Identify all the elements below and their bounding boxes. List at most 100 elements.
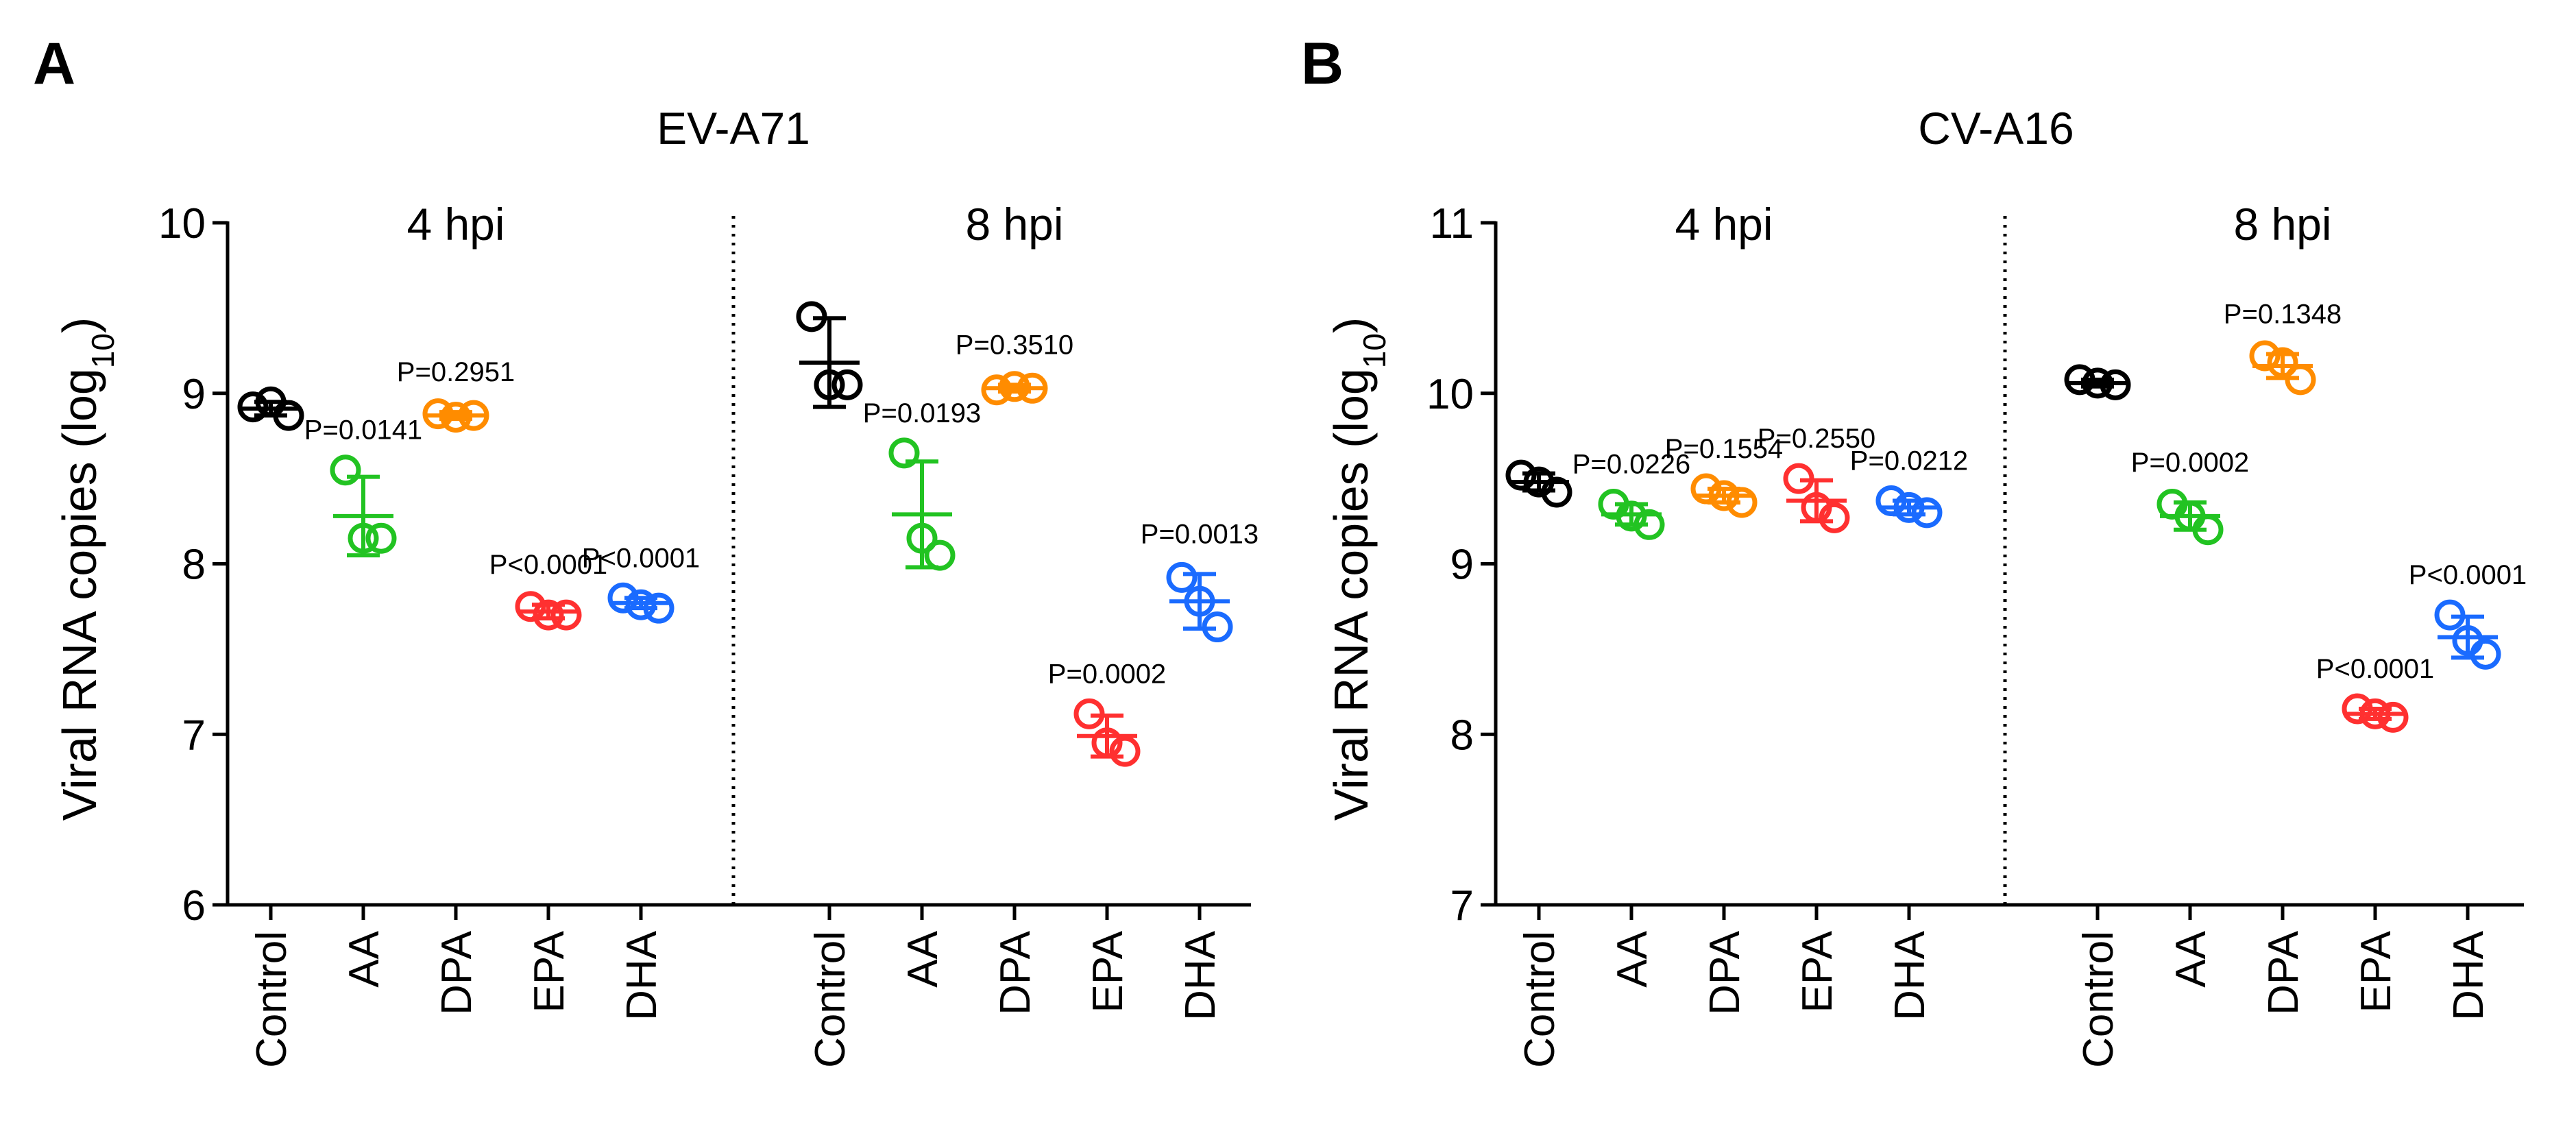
data-point	[796, 301, 827, 332]
y-tick-label: 10	[158, 200, 206, 247]
p-value-label: P=0.0193	[863, 398, 981, 428]
data-point	[1633, 509, 1665, 540]
p-value-label: P<0.0001	[582, 543, 700, 573]
p-value-label: P=0.0013	[1141, 519, 1259, 549]
x-tick-label: AA	[899, 930, 947, 987]
panel-b: B CV-A16 Viral RNA copies (log10) 789101…	[1301, 31, 2527, 1068]
p-value-label: P=0.0226	[1572, 449, 1690, 479]
y-tick-label: 11	[1430, 200, 1474, 247]
data-point	[1109, 736, 1141, 767]
data-point	[330, 454, 361, 486]
y-tick-label: 8	[1450, 712, 1474, 759]
data-point	[533, 599, 564, 631]
p-value-label: P=0.0212	[1850, 446, 1968, 476]
y-axis-label-end: )	[1324, 317, 1378, 333]
data-point	[1690, 473, 1722, 505]
y-tick-label: 7	[182, 712, 206, 759]
plot-area: 7 8 9 10 11 4 hpi Control AA P=0.0226 DPA P=0.1554…	[1426, 199, 2527, 1068]
group-label: 8 hpi	[965, 199, 1063, 250]
y-axis-label-subscript: 10	[1357, 333, 1392, 368]
plot-area: 6 7 8 9 10 4 hpi Control AA P=0.0141 DPA P=0.2951 E…	[158, 199, 1259, 1068]
data-point	[1726, 487, 1758, 518]
data-point	[1541, 476, 1572, 508]
y-axis-label-main: Viral RNA copies (log	[53, 368, 106, 821]
y-axis-label: Viral RNA copies (log10)	[1324, 317, 1392, 821]
y-tick-label: 7	[1450, 882, 1474, 930]
p-value-label: P=0.1554	[1665, 434, 1783, 464]
y-tick-label: 10	[1426, 371, 1474, 418]
y-axis-label: Viral RNA copies (log10)	[53, 317, 121, 821]
p-value-label: P=0.0002	[2131, 448, 2249, 478]
data-point	[1091, 727, 1123, 759]
x-tick-label: AA	[341, 930, 388, 987]
x-tick-label: Control	[2075, 931, 2122, 1068]
data-point	[831, 369, 863, 400]
p-value-label: P<0.0001	[2316, 654, 2434, 684]
data-point	[1911, 497, 1943, 529]
data-point	[2342, 693, 2373, 725]
x-tick-label: EPA	[2353, 930, 2400, 1012]
x-tick-label: DPA	[1701, 930, 1749, 1015]
panel-letter: B	[1301, 31, 1344, 97]
x-tick-label: EPA	[1084, 930, 1132, 1012]
data-point	[924, 539, 956, 571]
data-point	[515, 591, 546, 622]
chart-title: EV-A71	[657, 103, 810, 154]
data-point	[1202, 611, 1233, 643]
data-point	[888, 437, 920, 469]
y-tick-label: 8	[182, 542, 206, 589]
x-tick-label: DHA	[1177, 930, 1224, 1021]
data-point	[2064, 364, 2095, 396]
data-point	[906, 522, 938, 554]
y-axis-label-subscript: 10	[85, 333, 121, 368]
data-point	[1166, 561, 1198, 593]
group-label: 8 hpi	[2233, 199, 2331, 250]
p-value-label: P=0.2951	[397, 357, 515, 387]
data-point	[1073, 698, 1105, 729]
p-value-label: P=0.0141	[304, 415, 422, 446]
group-label: 4 hpi	[1675, 199, 1773, 250]
y-axis-label-main: Viral RNA copies (log	[1324, 368, 1378, 821]
x-tick-label: EPA	[1794, 930, 1841, 1012]
y-tick-label: 6	[182, 882, 206, 930]
p-value-label: P=0.0002	[1048, 659, 1166, 689]
panel-letter: A	[33, 31, 75, 97]
data-point	[1505, 459, 1537, 491]
data-point	[2434, 599, 2466, 631]
x-tick-label: DPA	[2260, 930, 2307, 1015]
data-point	[273, 400, 304, 431]
x-tick-label: AA	[1609, 930, 1656, 987]
p-value-label: P<0.0001	[2409, 560, 2527, 590]
data-point	[643, 592, 675, 624]
data-point	[1819, 502, 1850, 533]
y-tick-label: 9	[182, 371, 206, 418]
x-tick-label: DHA	[2445, 930, 2492, 1021]
x-tick-label: DHA	[1886, 930, 1934, 1021]
data-point	[2470, 638, 2501, 670]
y-tick-label: 9	[1450, 542, 1474, 589]
x-tick-label: Control	[1516, 931, 1564, 1068]
y-axis-label-end: )	[53, 317, 106, 333]
data-point	[2267, 347, 2298, 378]
group-label: 4 hpi	[406, 199, 505, 250]
data-point	[550, 599, 582, 631]
data-point	[607, 582, 639, 614]
data-point	[1875, 485, 1907, 516]
data-point	[2249, 340, 2281, 372]
data-point	[365, 522, 397, 554]
data-point	[2377, 701, 2409, 733]
x-tick-label: EPA	[526, 930, 573, 1012]
x-tick-label: AA	[2167, 930, 2215, 987]
data-point	[814, 369, 845, 400]
x-tick-label: DHA	[618, 930, 666, 1021]
p-value-label: P=0.2550	[1758, 424, 1875, 454]
chart-title: CV-A16	[1918, 103, 2074, 154]
data-point	[348, 522, 379, 554]
x-tick-label: Control	[248, 931, 295, 1068]
x-tick-label: DPA	[992, 930, 1039, 1015]
data-point	[1783, 463, 1814, 494]
panel-a: A EV-A71 Viral RNA copies (log10) 678910…	[33, 31, 1259, 1068]
p-value-label: P<0.0001	[489, 550, 607, 580]
x-tick-label: Control	[807, 931, 854, 1068]
